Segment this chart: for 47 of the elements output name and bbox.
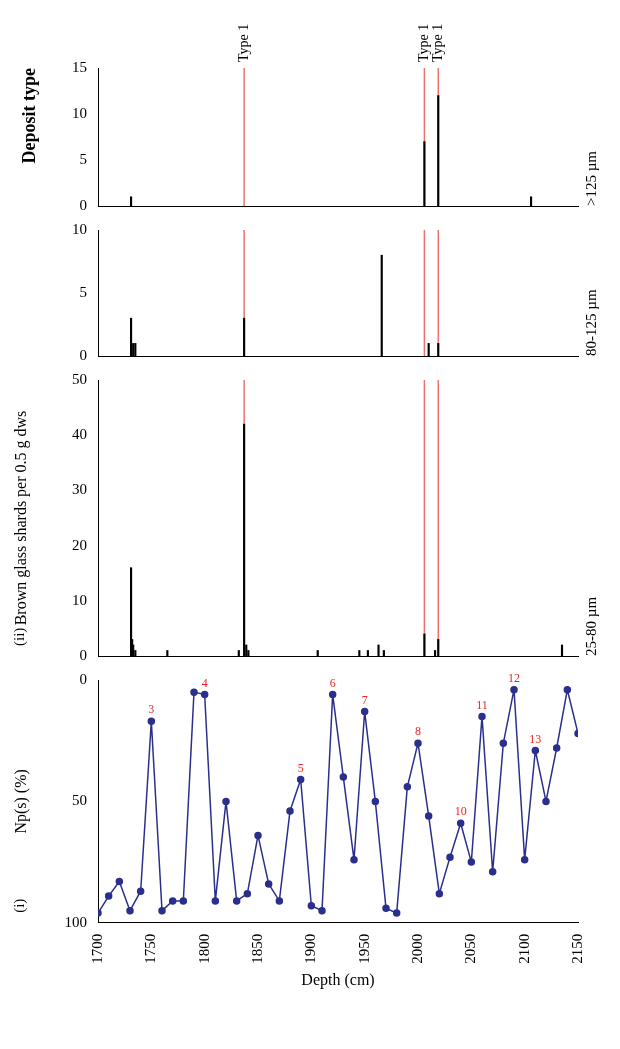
y-tick-label: 10: [72, 591, 87, 608]
x-tick-label: 1700: [88, 933, 105, 964]
x-tick-label: 2000: [408, 933, 425, 964]
x-tick-label: 2050: [462, 933, 479, 964]
x-tick-label: 1900: [302, 933, 319, 964]
y-tick-label: 15: [72, 58, 87, 75]
x-tick-label: 1950: [355, 933, 372, 964]
y-tick-label: 0: [79, 346, 87, 363]
text: 80-125 µm: [582, 289, 599, 356]
y-tick-label: 100: [64, 913, 87, 930]
y-tick-label: 20: [72, 536, 87, 553]
ref-line-label: Type 1: [416, 23, 432, 62]
annotation: 5: [297, 760, 304, 775]
x-tick-label: 1850: [248, 933, 265, 964]
annotation: 10: [454, 804, 467, 819]
annotation: 11: [476, 697, 488, 712]
annotation: 8: [415, 724, 421, 739]
x-axis-title: Depth (cm): [301, 970, 375, 989]
y-axis-title: Brown glass shards per 0.5 g dws: [11, 410, 30, 626]
annotation: 13: [529, 731, 542, 746]
y-tick-label: 30: [72, 481, 87, 498]
x-tick-label: 1800: [195, 933, 212, 964]
text: Deposit type: [18, 68, 39, 164]
ref-line-label: Type 1: [235, 23, 251, 62]
y-tick-label: 50: [72, 792, 87, 809]
text: (ii): [10, 627, 28, 646]
text: 25-80 µm: [582, 596, 599, 656]
text: >125 µm: [582, 150, 599, 206]
annotation: 3: [148, 702, 155, 717]
y-tick-label: 5: [79, 283, 87, 300]
y-tick-label: 0: [79, 646, 87, 663]
annotation: 4: [201, 675, 208, 690]
y-tick-label: 50: [72, 370, 87, 387]
y-axis-title: Np(s) (%): [11, 769, 30, 834]
annotation: 7: [361, 692, 368, 707]
y-tick-label: 0: [79, 670, 87, 687]
x-tick-label: 1750: [142, 933, 159, 964]
x-tick-label: 2100: [515, 933, 532, 964]
y-tick-label: 5: [79, 150, 87, 167]
text: (i): [10, 898, 28, 913]
y-tick-label: 10: [72, 104, 87, 121]
x-tick-label: 2150: [568, 933, 585, 964]
annotation: 12: [508, 670, 520, 685]
y-tick-label: 0: [79, 196, 87, 213]
y-tick-label: 10: [72, 220, 87, 237]
y-tick-label: 40: [72, 426, 87, 443]
annotation: 6: [329, 675, 336, 690]
